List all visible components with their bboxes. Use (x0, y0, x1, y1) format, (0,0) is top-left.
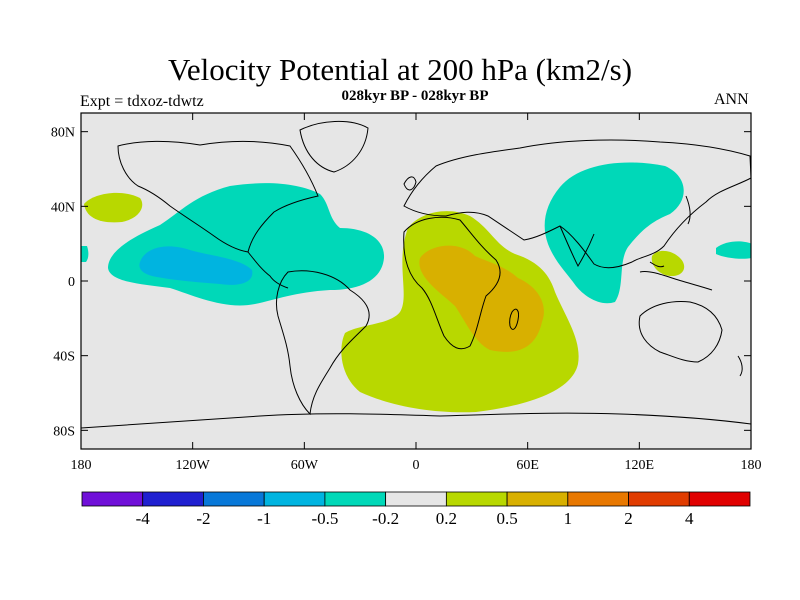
colorbar-label: -2 (196, 509, 210, 528)
colorbar-label: -0.5 (311, 509, 338, 528)
colorbar-label: 1 (564, 509, 573, 528)
colorbar-label: 2 (624, 509, 633, 528)
colorbar-swatch (445, 491, 508, 507)
lon-tick-label: 180 (71, 458, 92, 473)
lon-tick-label: 60E (516, 458, 539, 473)
coastline-eurasia (403, 139, 751, 269)
coastline-uk (403, 176, 417, 191)
coastline-north-america (117, 140, 319, 253)
lon-tick-label: 60W (291, 458, 319, 473)
colorbar-swatch (203, 491, 265, 507)
coastline-japan (685, 195, 691, 225)
longitude-axis: 180 120W 60W 0 60E 120E 180 (71, 113, 762, 473)
latitude-axis: 80N 40N 0 40S 80S (51, 126, 751, 439)
coastline-southeast-asia-islands (639, 261, 713, 291)
experiment-label: Expt = tdxoz-tdwtz (80, 93, 204, 110)
negative-region-west-pacific (716, 241, 751, 259)
colorbar-label: 0.2 (436, 509, 457, 528)
positive-core-africa (419, 245, 544, 352)
lon-tick-label: 120E (625, 458, 655, 473)
coastline-india (559, 225, 595, 268)
coastline-madagascar (509, 308, 519, 330)
season-label: ANN (714, 91, 749, 108)
positive-region-maritime (651, 250, 685, 276)
coastline-central-america (247, 251, 289, 289)
coastline-new-zealand (737, 355, 743, 377)
plot-title: Velocity Potential at 200 hPa (km2/s) (167, 52, 633, 87)
colorbar-swatch (628, 491, 690, 507)
coastline-australia (638, 301, 723, 363)
colorbar-swatch (81, 491, 144, 507)
lat-tick-label: 40N (51, 200, 75, 215)
lat-tick-label: 80S (53, 424, 75, 439)
plot-subtitle: 028kyr BP - 028kyr BP (341, 88, 489, 104)
negative-region-dateline-west (81, 246, 89, 262)
coastline-africa (403, 216, 501, 350)
colorbar: -4 -2 -1 -0.5 -0.2 0.2 0.5 1 2 4 (81, 491, 751, 528)
coastline-south-america (275, 270, 370, 416)
colorbar-label: -4 (136, 509, 151, 528)
colorbar-swatch (142, 491, 204, 507)
colorbar-swatch (506, 491, 569, 507)
colorbar-swatch (688, 491, 751, 507)
colorbar-label: 4 (685, 509, 694, 528)
colorbar-label: 0.5 (496, 509, 517, 528)
colorbar-swatch (567, 491, 629, 507)
lon-tick-label: 0 (413, 458, 420, 473)
coastlines (81, 120, 751, 429)
lat-tick-label: 40S (53, 350, 75, 365)
lon-tick-label: 120W (176, 458, 211, 473)
lat-tick-label: 80N (51, 126, 75, 141)
colorbar-swatch (385, 491, 447, 507)
colorbar-swatch (263, 491, 326, 507)
colorbar-label: -1 (257, 509, 271, 528)
coastline-antarctica (81, 412, 751, 429)
lon-tick-label: 180 (741, 458, 762, 473)
positive-region-north-pacific (84, 192, 143, 223)
negative-region-asia (544, 162, 684, 304)
contour-fill-layer (81, 162, 751, 413)
coastline-greenland (299, 120, 369, 173)
colorbar-label: -0.2 (372, 509, 399, 528)
colorbar-swatch (324, 491, 387, 507)
lat-tick-label: 0 (68, 275, 75, 290)
negative-core-pacific (139, 246, 253, 285)
